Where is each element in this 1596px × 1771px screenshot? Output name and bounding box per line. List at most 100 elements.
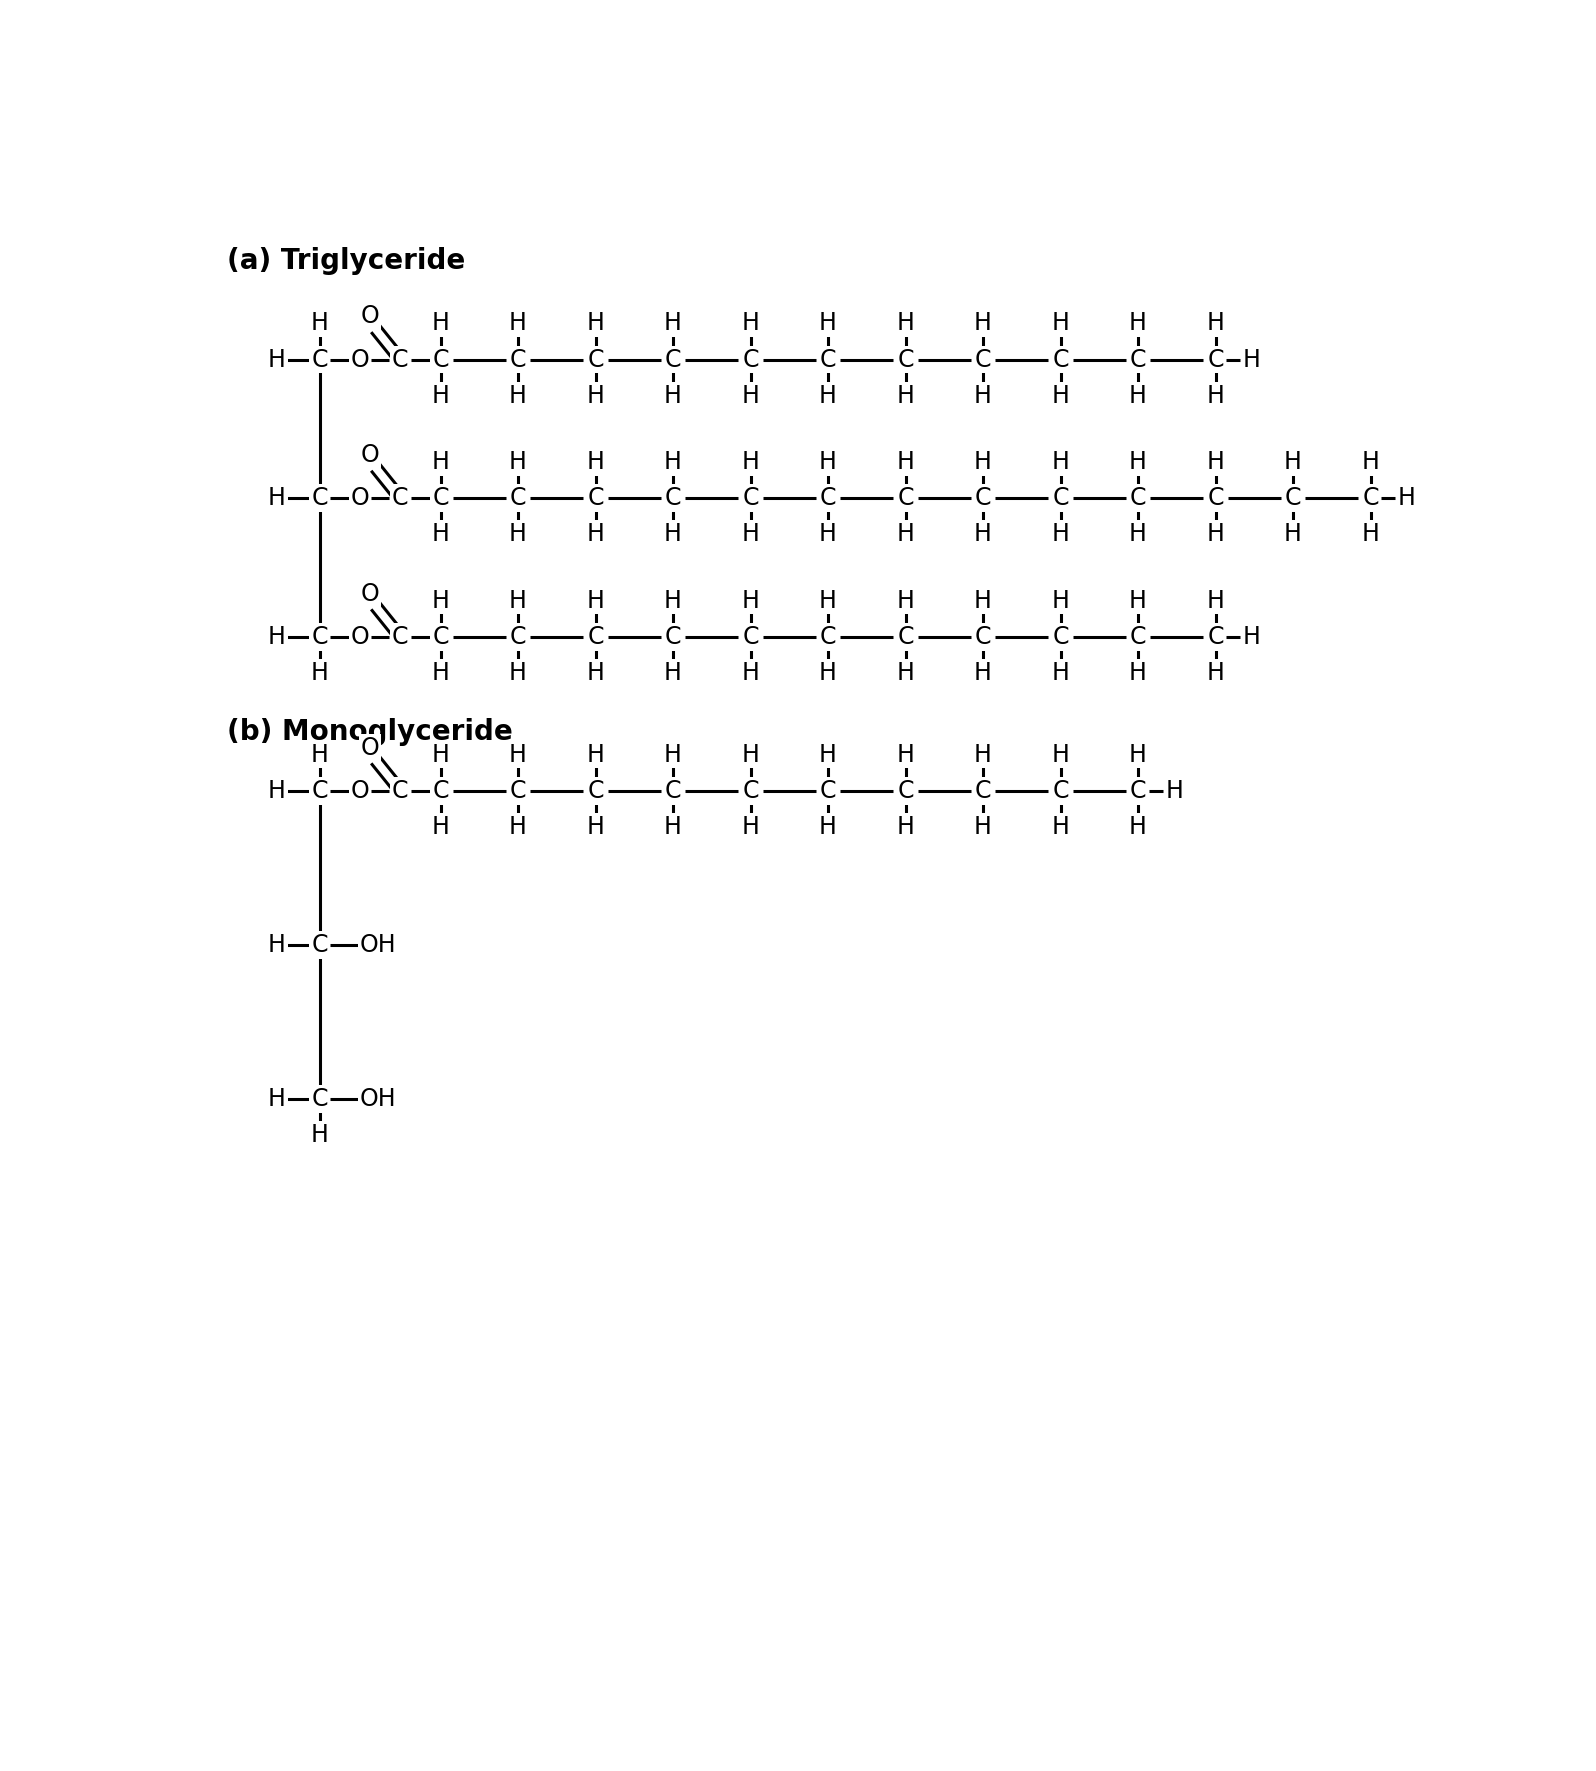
Text: H: H (1128, 312, 1148, 335)
Text: C: C (975, 347, 991, 372)
Text: H: H (742, 588, 760, 613)
Text: H: H (1128, 522, 1148, 547)
Text: H: H (897, 588, 915, 613)
Text: H: H (664, 588, 681, 613)
Text: H: H (1052, 815, 1069, 839)
Text: H: H (742, 522, 760, 547)
Text: C: C (666, 625, 681, 648)
Text: H: H (311, 1123, 329, 1148)
Text: H: H (587, 312, 605, 335)
Text: C: C (742, 487, 758, 510)
Text: C: C (820, 347, 836, 372)
Text: C: C (587, 625, 603, 648)
Text: H: H (509, 742, 527, 767)
Text: H: H (509, 815, 527, 839)
Text: H: H (897, 450, 915, 475)
Text: H: H (1052, 588, 1069, 613)
Text: H: H (1207, 384, 1224, 407)
Text: H: H (819, 815, 836, 839)
Text: C: C (509, 347, 527, 372)
Text: C: C (742, 347, 758, 372)
Text: H: H (974, 312, 993, 335)
Text: H: H (311, 742, 329, 767)
Text: H: H (1165, 779, 1183, 802)
Text: C: C (393, 347, 409, 372)
Text: C: C (897, 779, 915, 802)
Text: C: C (742, 779, 758, 802)
Text: H: H (1398, 487, 1416, 510)
Text: H: H (819, 450, 836, 475)
Text: C: C (311, 779, 327, 802)
Text: H: H (1052, 661, 1069, 685)
Text: H: H (268, 933, 286, 956)
Text: C: C (1130, 347, 1146, 372)
Text: C: C (975, 487, 991, 510)
Text: C: C (820, 625, 836, 648)
Text: H: H (587, 588, 605, 613)
Text: H: H (742, 815, 760, 839)
Text: H: H (1052, 522, 1069, 547)
Text: H: H (268, 1087, 286, 1110)
Text: H: H (664, 742, 681, 767)
Text: C: C (311, 487, 327, 510)
Text: C: C (509, 779, 527, 802)
Text: H: H (1285, 450, 1302, 475)
Text: C: C (587, 347, 603, 372)
Text: H: H (897, 815, 915, 839)
Text: C: C (897, 625, 915, 648)
Text: H: H (311, 661, 329, 685)
Text: H: H (664, 450, 681, 475)
Text: H: H (742, 312, 760, 335)
Text: C: C (1052, 487, 1069, 510)
Text: O: O (361, 581, 380, 606)
Text: H: H (664, 522, 681, 547)
Text: C: C (897, 487, 915, 510)
Text: C: C (897, 347, 915, 372)
Text: OH: OH (359, 1087, 396, 1110)
Text: C: C (1130, 779, 1146, 802)
Text: C: C (666, 347, 681, 372)
Text: H: H (1052, 450, 1069, 475)
Text: C: C (509, 625, 527, 648)
Text: C: C (587, 779, 603, 802)
Text: H: H (1128, 742, 1148, 767)
Text: C: C (433, 625, 448, 648)
Text: O: O (361, 735, 380, 760)
Text: H: H (742, 661, 760, 685)
Text: H: H (1285, 522, 1302, 547)
Text: OH: OH (359, 933, 396, 956)
Text: H: H (819, 661, 836, 685)
Text: H: H (897, 661, 915, 685)
Text: H: H (664, 661, 681, 685)
Text: H: H (431, 384, 450, 407)
Text: H: H (1128, 661, 1148, 685)
Text: C: C (1052, 625, 1069, 648)
Text: O: O (351, 779, 369, 802)
Text: H: H (587, 522, 605, 547)
Text: C: C (1285, 487, 1301, 510)
Text: H: H (431, 588, 450, 613)
Text: H: H (974, 742, 993, 767)
Text: H: H (1361, 450, 1379, 475)
Text: H: H (1128, 815, 1148, 839)
Text: H: H (587, 815, 605, 839)
Text: H: H (509, 522, 527, 547)
Text: H: H (509, 450, 527, 475)
Text: C: C (1363, 487, 1379, 510)
Text: H: H (664, 312, 681, 335)
Text: H: H (974, 384, 993, 407)
Text: C: C (311, 1087, 327, 1110)
Text: H: H (431, 450, 450, 475)
Text: H: H (431, 312, 450, 335)
Text: H: H (1052, 384, 1069, 407)
Text: H: H (431, 815, 450, 839)
Text: H: H (587, 661, 605, 685)
Text: H: H (1207, 588, 1224, 613)
Text: H: H (1243, 625, 1261, 648)
Text: H: H (268, 779, 286, 802)
Text: H: H (509, 384, 527, 407)
Text: C: C (1052, 779, 1069, 802)
Text: C: C (975, 779, 991, 802)
Text: C: C (393, 625, 409, 648)
Text: H: H (742, 384, 760, 407)
